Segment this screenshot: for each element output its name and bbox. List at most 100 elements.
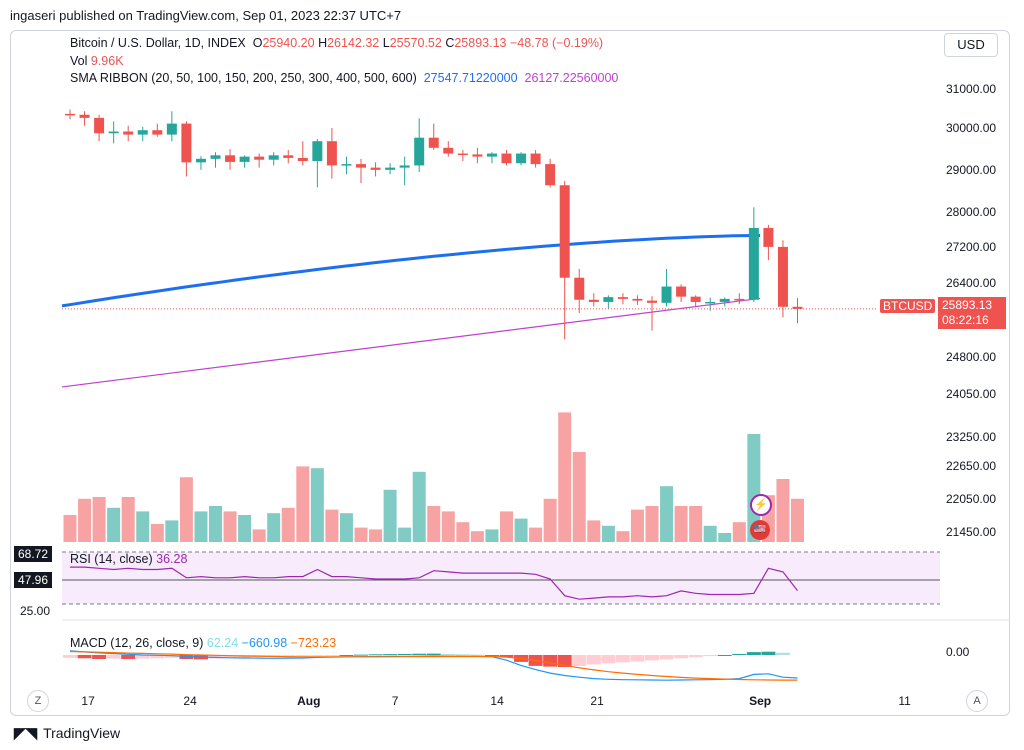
macd-histogram-bar — [310, 655, 325, 656]
open-label: O — [252, 36, 263, 50]
volume-legend: Vol 9.96K — [70, 54, 124, 68]
macd-label[interactable]: MACD (12, 26, close, 9) — [70, 636, 204, 650]
candle-body — [763, 227, 774, 247]
volume-bar — [660, 486, 674, 542]
macd-histogram-bar — [281, 655, 296, 657]
macd-legend: MACD (12, 26, close, 9) 62.24 −660.98 −7… — [70, 636, 336, 650]
volume-bar — [354, 527, 368, 542]
candle-body — [603, 297, 614, 302]
macd-histogram-bar — [717, 655, 732, 656]
volume-bar — [339, 513, 353, 542]
volume-bar — [383, 489, 397, 542]
candle-body — [632, 298, 643, 301]
candle-body — [472, 154, 483, 157]
macd-signal-value: −723.23 — [290, 636, 337, 650]
macd-histogram-bar — [150, 655, 165, 659]
candle-body — [166, 123, 177, 135]
macd-histogram-bar — [775, 652, 790, 655]
candle-body — [705, 301, 716, 304]
macd-histogram-bar — [426, 653, 441, 655]
candle-body — [647, 300, 657, 303]
macd-histogram-bar — [761, 651, 776, 655]
volume-bar — [252, 529, 266, 542]
sma-label[interactable]: SMA RIBBON (20, 50, 100, 150, 200, 250, … — [70, 71, 417, 85]
sma-purple-line — [61, 297, 761, 388]
macd-histogram-bar — [746, 652, 761, 655]
candle-body — [676, 286, 687, 297]
macd-histogram-bar — [92, 655, 107, 659]
macd-histogram-bar — [470, 654, 485, 656]
macd-histogram-bar — [484, 655, 499, 656]
volume-bar — [310, 468, 324, 542]
candle-body — [297, 157, 308, 162]
candle-body — [239, 156, 250, 162]
volume-bar — [441, 511, 455, 542]
y-axis-tick-label: 28000.00 — [946, 205, 997, 219]
rsi-label[interactable]: RSI (14, close) — [70, 552, 153, 566]
macd-histogram-bar — [441, 653, 456, 655]
candle-body — [123, 131, 134, 135]
macd-line-value: −660.98 — [241, 636, 288, 650]
volume-bar — [601, 525, 615, 542]
macd-signal-line — [69, 650, 798, 681]
tradingview-logo-icon: ◤◥ — [14, 725, 38, 742]
macd-histogram-bar — [499, 655, 514, 658]
price-tag: 25893.13 08:22:16 — [938, 297, 1006, 329]
rsi-band — [62, 552, 940, 604]
candle-body — [559, 185, 570, 278]
macd-histogram-bar — [121, 655, 136, 659]
volume-label[interactable]: Vol — [70, 54, 88, 68]
volume-bar — [500, 511, 513, 542]
volume-bar — [107, 507, 121, 542]
lightning-icon[interactable]: ⚡ — [750, 494, 772, 516]
tradingview-logo[interactable]: ◤◥ TradingView — [14, 724, 120, 742]
volume-bar — [543, 498, 557, 542]
macd-histogram-bar — [295, 655, 310, 657]
candle-body — [516, 153, 527, 164]
macd-histogram-bar — [455, 654, 470, 656]
publisher-line: ingaseri published on TradingView.com, S… — [10, 8, 402, 23]
candle-body — [399, 165, 410, 168]
candle-body — [661, 286, 672, 303]
volume-bar — [427, 506, 441, 542]
candle-body — [65, 113, 75, 116]
low-value: 25570.52 — [389, 36, 442, 50]
macd-histogram-bar — [732, 653, 747, 655]
volume-bar — [689, 506, 703, 542]
macd-histogram-bar — [354, 654, 368, 656]
auto-scale-button[interactable]: A — [966, 690, 988, 712]
candle-body — [734, 298, 745, 301]
volume-bar — [223, 511, 237, 542]
currency-button[interactable]: USD — [944, 33, 998, 57]
candle-body — [777, 246, 788, 307]
change-value: −48.78 (−0.19%) — [509, 36, 604, 50]
y-axis-tick-label: 31000.00 — [946, 82, 997, 96]
zoom-button[interactable]: Z — [27, 690, 49, 712]
macd-histogram-bar — [688, 655, 703, 658]
volume-bar — [238, 515, 252, 542]
candle-body — [181, 123, 192, 163]
volume-bar — [791, 498, 804, 542]
close-value: 25893.13 — [454, 36, 507, 50]
volume-bar — [529, 527, 543, 542]
macd-histogram-bar — [397, 653, 412, 655]
macd-zero-label: 0.00 — [946, 645, 970, 659]
volume-bar — [194, 511, 208, 542]
candle-body — [225, 155, 236, 162]
volume-bar — [485, 529, 499, 542]
y-axis-tick-label: 26400.00 — [946, 276, 997, 290]
symbol-name[interactable]: Bitcoin / U.S. Dollar, 1D, INDEX — [70, 36, 246, 50]
volume-bar — [587, 520, 601, 542]
volume-bar — [267, 513, 281, 542]
volume-bar — [558, 412, 572, 542]
open-value: 25940.20 — [262, 36, 315, 50]
volume-bar — [645, 506, 659, 542]
rsi-upper-tag: 68.72 — [14, 546, 53, 562]
candle-body — [137, 130, 148, 135]
volume-bar — [179, 477, 193, 542]
sma-blue-line — [61, 234, 761, 308]
volume-bar — [703, 525, 717, 542]
volume-bar — [412, 471, 426, 542]
us-flag-icon[interactable]: 🇺🇸 — [750, 520, 770, 540]
